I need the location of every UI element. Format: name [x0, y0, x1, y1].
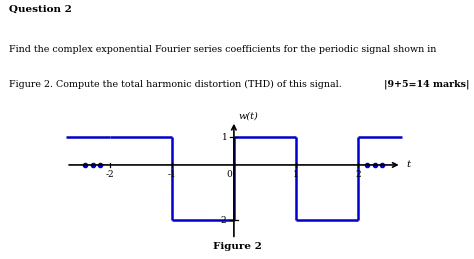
Text: Find the complex exponential Fourier series coefficients for the periodic signal: Find the complex exponential Fourier ser…	[9, 45, 437, 54]
Text: Figure 2. Compute the total harmonic distortion (THD) of this signal.: Figure 2. Compute the total harmonic dis…	[9, 80, 342, 89]
Text: t: t	[407, 160, 410, 169]
Text: -2: -2	[219, 215, 228, 225]
Text: 1: 1	[293, 170, 299, 179]
Text: 0: 0	[226, 170, 232, 179]
Text: -1: -1	[167, 170, 176, 179]
Text: Figure 2: Figure 2	[212, 242, 262, 251]
Text: -2: -2	[105, 170, 114, 179]
Text: 2: 2	[356, 170, 361, 179]
Text: Question 2: Question 2	[9, 5, 73, 14]
Text: |9+5=14 marks|: |9+5=14 marks|	[384, 80, 469, 89]
Text: w(t): w(t)	[239, 111, 259, 120]
Text: 1: 1	[222, 133, 228, 142]
